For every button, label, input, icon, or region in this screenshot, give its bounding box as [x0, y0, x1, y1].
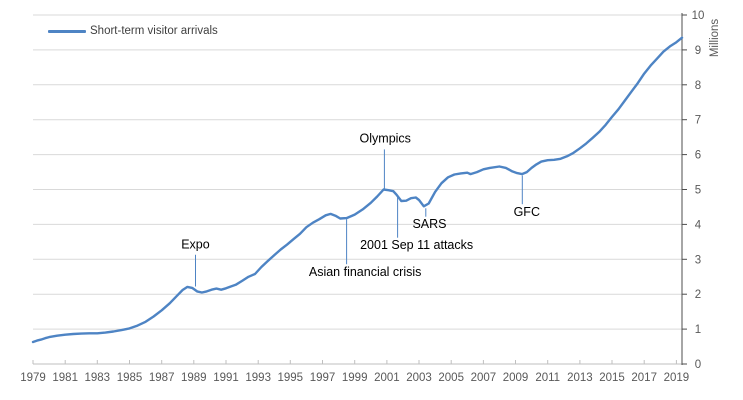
x-tick-label: 1981 [52, 372, 78, 384]
x-tick-label: 1983 [85, 372, 111, 384]
series-line [31, 36, 684, 344]
x-tick-label: 2001 [374, 372, 400, 384]
x-tick-label: 1993 [245, 372, 271, 384]
x-tick-label: 2007 [471, 372, 497, 384]
y-tick-label: 2 [695, 289, 701, 301]
y-tick-label: 0 [695, 359, 701, 371]
x-tick-label: 2015 [599, 372, 625, 384]
x-tick-label: 1995 [278, 372, 304, 384]
y-tick-label: 6 [695, 150, 701, 162]
x-tick-label: 2017 [631, 372, 657, 384]
x-tick-label: 2013 [567, 372, 593, 384]
x-tick-label: 2003 [406, 372, 432, 384]
x-tick-label: 1985 [117, 372, 143, 384]
x-tick-label: 1987 [149, 372, 175, 384]
y-axis-title: Millions [709, 19, 721, 58]
x-tick-label: 1999 [342, 372, 368, 384]
y-tick-label: 3 [695, 254, 701, 266]
y-tick-label: 8 [695, 80, 701, 92]
y-tick-label: 1 [695, 324, 701, 336]
x-tick-label: 2019 [664, 372, 690, 384]
x-tick-label: 2005 [438, 372, 464, 384]
x-tick-label: 2009 [503, 372, 529, 384]
x-tick-label: 1991 [213, 372, 239, 384]
x-tick-label: 1997 [310, 372, 336, 384]
legend-label: Short-term visitor arrivals [90, 25, 218, 37]
x-tick-label: 1979 [20, 372, 46, 384]
y-tick-label: 5 [695, 185, 701, 197]
x-tick-label: 2011 [535, 372, 560, 384]
legend: Short-term visitor arrivals [48, 25, 218, 37]
x-tick-label: 1989 [181, 372, 207, 384]
y-tick-label: 7 [695, 115, 701, 127]
y-tick-label: 10 [692, 10, 705, 22]
legend-line-swatch [48, 29, 86, 33]
y-tick-label: 4 [695, 219, 702, 231]
y-tick-label: 9 [695, 45, 701, 57]
